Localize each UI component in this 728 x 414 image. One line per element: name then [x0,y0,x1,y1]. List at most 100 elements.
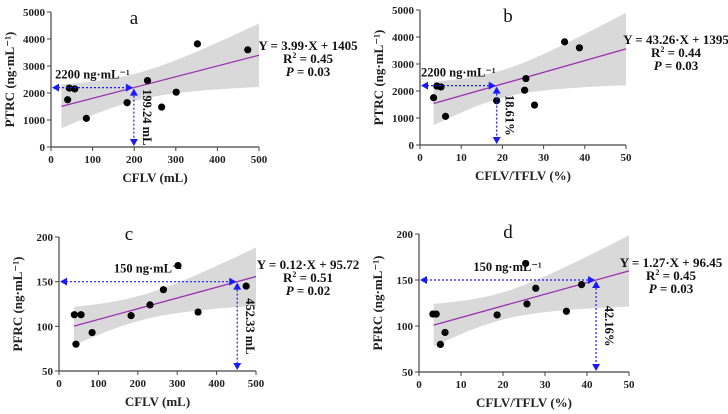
x-tick-label: 10 [456,152,468,164]
y-tick-label: 3000 [23,61,46,73]
data-point [530,101,539,109]
data-point [437,83,445,91]
y-tick-label: 1000 [23,115,46,127]
data-point [146,301,154,309]
data-point [523,300,531,308]
data-point [88,328,96,337]
arrowhead-down-icon [492,137,501,144]
x-tick-label: 100 [90,378,107,390]
regression-equation: Y = 1.27·X + 96.45 [620,255,723,270]
data-point [493,311,501,319]
y-tick-label: 2000 [392,86,415,98]
data-point [143,76,152,85]
x-tick-label: 0 [48,154,54,166]
x-tick-label: 300 [169,378,186,390]
data-point [174,261,182,270]
r-squared-label: R [646,268,656,283]
r-squared-label: R [283,51,293,66]
r-squared: R2 = 0.45 [283,51,334,66]
x-tick-label: 300 [168,154,185,166]
data-point [82,114,90,122]
regression-equation: Y = 0.12·X + 95.72 [257,257,359,272]
panel-b: 0 1000 2000 3000 4000 5000 0 10 20 30 40 50 CFLV/TFL… [371,5,728,183]
superscript-2: 2 [292,270,296,279]
y-axis-label: PFRC (ng·mL⁻¹) [370,256,385,351]
y-tick-label: 50 [402,367,414,379]
y-tick-label: 4000 [23,34,46,46]
arrowhead-down-icon [233,363,242,370]
y-tick-label: 2000 [23,88,46,100]
x-tick-label: 30 [538,152,550,164]
panel-a: 0 1000 2000 3000 4000 5000 0 100 200 300 400 500 CFL… [2,7,358,185]
r-squared-value: = 0.51 [296,270,333,285]
arrowhead-up-icon [592,281,601,288]
p-value-label: P [286,64,295,79]
threshold-y-label: 2200 ng·mL⁻¹ [421,66,496,80]
confidence-band [61,23,260,129]
r-squared: R2 = 0.44 [651,45,702,60]
threshold-y-label: 2200 ng·mL⁻¹ [55,68,130,82]
x-tick-label: 0 [417,152,423,164]
y-tick-label: 0 [40,142,46,154]
r-squared-value: = 0.44 [664,45,701,60]
data-point [159,286,168,294]
data-point [127,312,135,320]
arrowhead-left-icon [52,83,59,92]
data-point [71,85,79,93]
x-tick-label: 200 [130,378,147,390]
y-tick-label: 100 [397,321,414,333]
x-tick-label: 500 [248,378,265,390]
data-point [436,340,445,348]
arrowhead-right-icon [229,277,237,286]
data-point [70,311,78,319]
x-tick-label: 20 [498,379,510,391]
threshold-x-label: 18.61% [503,95,517,136]
x-tick-label: 50 [624,379,636,391]
y-tick-label: 4000 [392,32,415,44]
p-value-label: P [654,58,663,73]
arrowhead-right-icon [488,81,496,90]
data-point [441,328,449,337]
arrowhead-up-icon [492,86,501,94]
data-point [172,88,180,96]
r-squared-label: R [283,270,293,285]
y-axis-label: PTRC (ng·mL⁻¹) [371,30,386,126]
x-axis-label: CFLV (mL) [125,394,190,409]
x-axis-label: CFLV/TFLV (%) [475,168,571,183]
x-tick-label: 200 [126,154,143,166]
panel-letter: a [130,8,139,29]
arrowhead-right-icon [588,276,596,284]
y-axis-label: PFRC (ng·mL⁻¹) [10,257,25,352]
confidence-band [74,247,256,346]
data-point [575,44,584,52]
y-tick-label: 5000 [23,7,46,19]
y-tick-label: 150 [37,277,54,289]
data-point [158,103,166,111]
p-value-number: = 0.03 [662,58,699,73]
arrowhead-right-icon [125,83,133,92]
threshold-x-label: 452.33 mL [243,298,257,354]
data-point [429,94,438,102]
y-tick-label: 200 [397,229,414,241]
r-squared: R2 = 0.45 [646,268,697,283]
data-point [244,46,252,54]
arrowhead-left-icon [420,276,427,284]
x-tick-label: 10 [456,379,468,391]
r-squared-value: = 0.45 [659,268,696,283]
threshold-y-label: 150 ng·mL⁻¹ [114,262,183,276]
data-point [562,307,571,315]
threshold-x-label: 199.24 mL [140,89,154,145]
data-point [522,259,530,268]
data-point [242,282,250,290]
p-value-number: = 0.02 [294,283,331,298]
r-squared-value: = 0.45 [296,51,333,66]
arrowhead-down-icon [592,364,601,371]
x-tick-label: 0 [56,378,62,390]
x-tick-label: 100 [84,154,101,166]
y-tick-label: 150 [397,275,414,287]
superscript-2: 2 [655,268,659,277]
regression-equation: Y = 43.26·X + 1395 [623,32,728,47]
p-value: P = 0.03 [649,281,694,296]
y-axis-label: PTRC (ng·mL⁻¹) [2,32,17,128]
